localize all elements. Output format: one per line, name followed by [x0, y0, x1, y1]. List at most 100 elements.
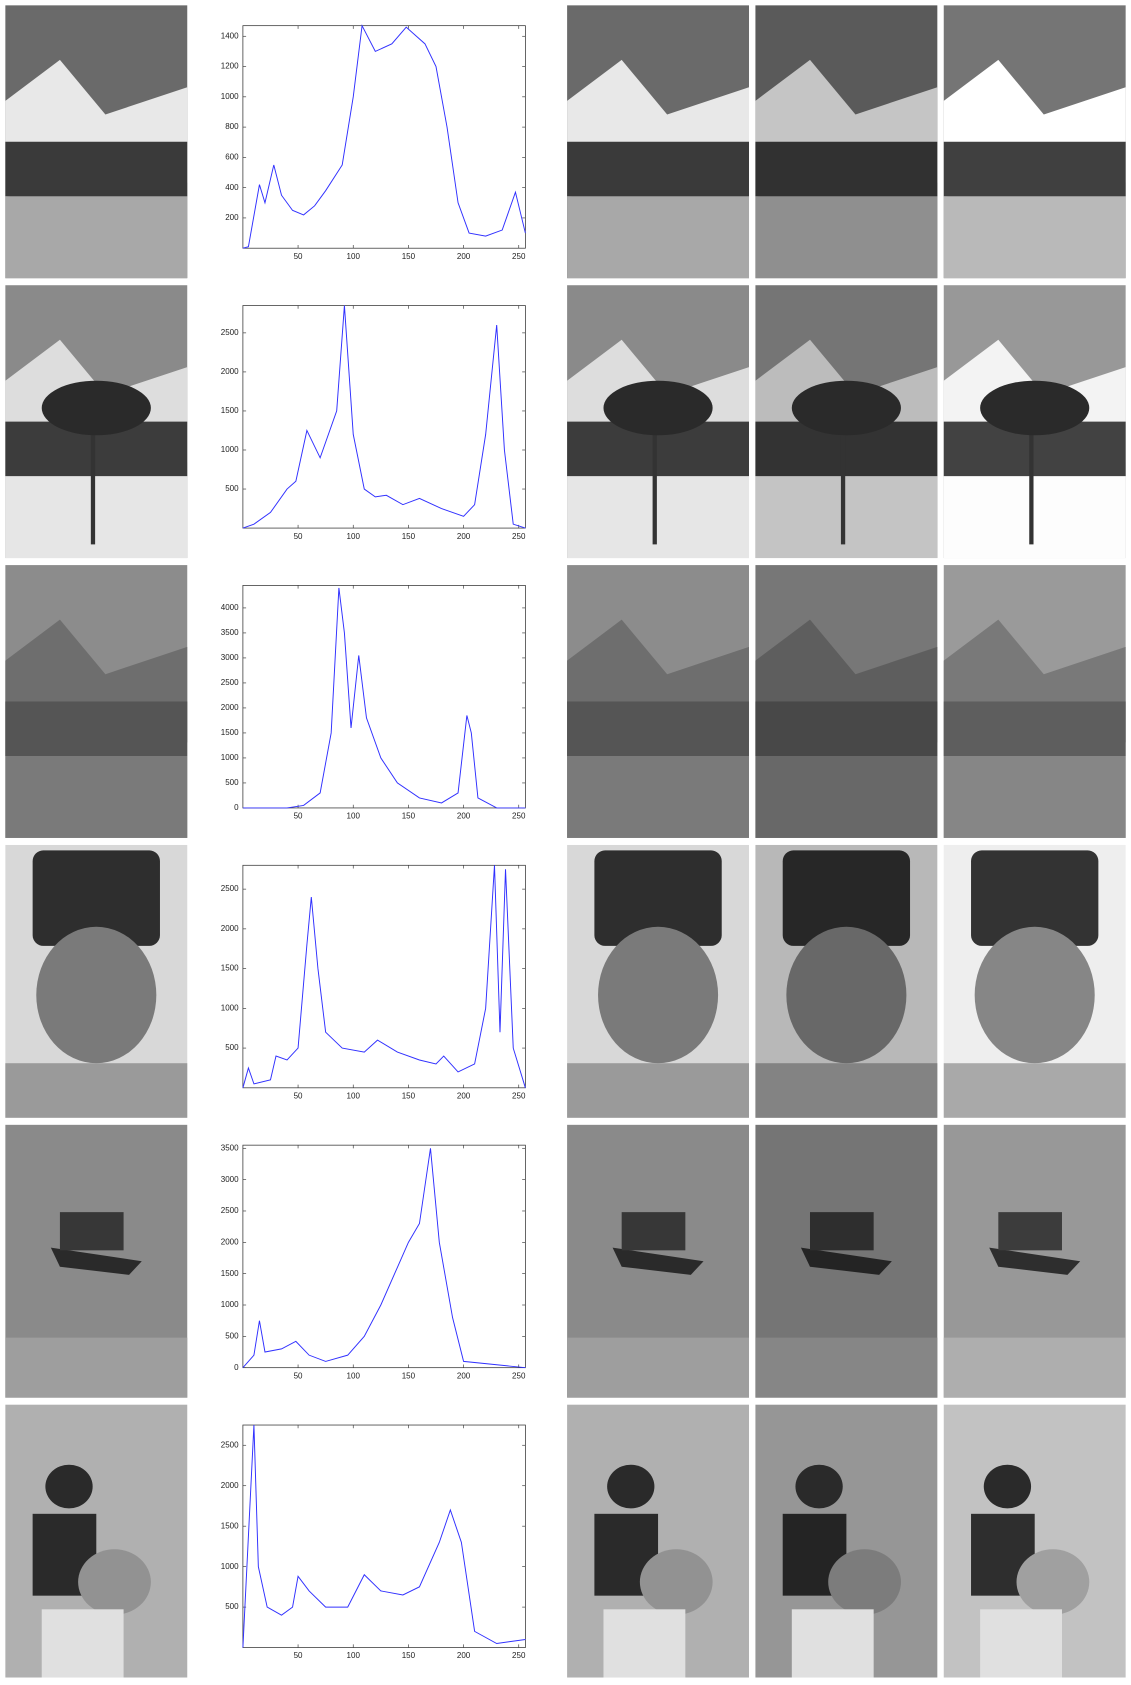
photo	[567, 285, 750, 559]
photo-shape	[567, 701, 750, 757]
photo-shape	[980, 1609, 1062, 1678]
photo	[943, 1124, 1126, 1398]
photo-shape	[782, 850, 911, 946]
x-tick-label: 250	[512, 1371, 526, 1380]
y-tick-label: 800	[225, 122, 239, 131]
photo	[5, 844, 188, 1118]
x-tick-label: 250	[512, 812, 526, 821]
photo	[5, 5, 188, 279]
photo-shape	[567, 1063, 750, 1118]
photo-shape	[755, 141, 938, 197]
photo-shape	[603, 380, 713, 436]
photo	[755, 1404, 938, 1678]
y-tick-label: 1200	[221, 62, 239, 71]
x-tick-label: 50	[294, 252, 303, 261]
plot-area	[242, 305, 526, 529]
photo-shape	[943, 476, 1126, 559]
photo-shape	[90, 407, 96, 545]
y-tick-label: 1500	[221, 1269, 239, 1278]
photo-shape	[943, 141, 1126, 197]
x-tick-label: 200	[457, 812, 471, 821]
photo-shape	[639, 1549, 713, 1615]
y-tick-label: 0	[234, 803, 239, 812]
histogram-line	[242, 1425, 526, 1648]
x-tick-label: 100	[347, 532, 361, 541]
x-tick-label: 100	[347, 812, 361, 821]
y-tick-label: 2500	[221, 1206, 239, 1215]
x-tick-label: 100	[347, 252, 361, 261]
histogram-line	[242, 305, 526, 529]
x-tick-label: 150	[402, 252, 416, 261]
x-tick-label: 150	[402, 812, 416, 821]
photo	[943, 1404, 1126, 1678]
photo-shape	[983, 1464, 1032, 1509]
y-tick-label: 4000	[221, 603, 239, 612]
x-tick-label: 200	[457, 252, 471, 261]
plot-area	[242, 25, 526, 249]
y-tick-label: 2500	[221, 884, 239, 893]
y-tick-label: 3000	[221, 1175, 239, 1184]
photo	[567, 565, 750, 838]
photo-shape	[603, 1609, 686, 1678]
photo	[567, 1404, 750, 1678]
photo-shape	[5, 756, 188, 838]
x-tick-label: 50	[294, 532, 303, 541]
photo-shape	[791, 380, 901, 436]
x-tick-label: 100	[347, 1091, 361, 1100]
y-tick-label: 3000	[221, 653, 239, 662]
photo	[567, 844, 750, 1118]
photo-shape	[809, 1212, 874, 1251]
photo-shape	[652, 407, 657, 545]
y-tick-label: 2000	[221, 367, 239, 376]
y-tick-label: 500	[225, 1331, 239, 1340]
y-tick-label: 1500	[221, 1521, 239, 1530]
photo-shape	[594, 850, 722, 946]
photo-shape	[943, 196, 1126, 279]
photo	[943, 565, 1126, 838]
photo-shape	[598, 926, 719, 1064]
x-tick-label: 50	[294, 1091, 303, 1100]
photo-shape	[5, 1063, 188, 1118]
photo-shape	[5, 701, 188, 757]
photo	[567, 5, 750, 279]
x-tick-label: 50	[294, 812, 303, 821]
x-tick-label: 250	[512, 252, 526, 261]
x-tick-label: 150	[402, 532, 416, 541]
photo-shape	[567, 141, 750, 197]
photo	[755, 565, 938, 838]
photo-shape	[41, 380, 151, 436]
y-tick-label: 1400	[221, 31, 239, 40]
photo	[5, 285, 188, 559]
photo	[943, 5, 1126, 279]
y-tick-label: 1000	[221, 445, 239, 454]
y-tick-label: 1000	[221, 1562, 239, 1571]
plot-area	[242, 1424, 526, 1648]
x-tick-label: 50	[294, 1371, 303, 1380]
x-tick-label: 200	[457, 1091, 471, 1100]
y-tick-label: 0	[234, 1363, 239, 1372]
photo-shape	[795, 1464, 843, 1509]
photo-shape	[567, 756, 750, 838]
photo	[755, 844, 938, 1118]
photo	[943, 844, 1126, 1118]
y-tick-label: 2000	[221, 1481, 239, 1490]
photo-shape	[41, 1609, 124, 1678]
histogram-line	[242, 865, 526, 1088]
x-tick-label: 100	[347, 1371, 361, 1380]
x-tick-label: 250	[512, 532, 526, 541]
plot-area	[242, 864, 526, 1089]
photo-shape	[36, 926, 157, 1064]
photo-shape	[5, 1337, 188, 1398]
y-tick-label: 2000	[221, 703, 239, 712]
photo-shape	[943, 1063, 1126, 1118]
y-tick-label: 1500	[221, 406, 239, 415]
photo-shape	[607, 1464, 655, 1509]
photo-shape	[755, 1337, 938, 1398]
y-tick-label: 200	[225, 213, 239, 222]
y-tick-label: 2500	[221, 328, 239, 337]
x-tick-label: 150	[402, 1651, 416, 1660]
photo-shape	[612, 1247, 704, 1275]
photo-shape	[840, 407, 846, 545]
photo	[755, 1124, 938, 1398]
photo-shape	[786, 926, 907, 1064]
